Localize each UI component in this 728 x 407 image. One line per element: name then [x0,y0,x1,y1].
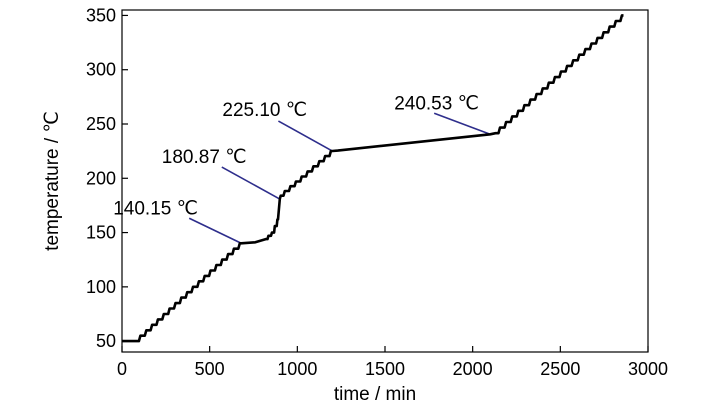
annotation-label: 225.10 ℃ [222,100,307,121]
axis-ticks [121,14,649,352]
annotation-label: 140.15 ℃ [113,198,198,219]
annotation-label: 240.53 ℃ [394,93,479,114]
x-tick-label: 1000 [277,359,317,379]
temperature-annotations: 140.15 ℃ 180.87 ℃ 225.10 ℃ 240.53 ℃ [113,93,491,244]
x-axis-title: time / min [334,384,416,405]
y-tick-label: 50 [96,331,116,351]
annotation-leader-line [278,120,333,152]
y-tick-label: 300 [86,60,116,80]
y-tick-label: 100 [86,277,116,297]
x-tick-label: 2000 [453,359,493,379]
plot-frame [121,9,649,353]
x-tick-label: 0 [117,359,127,379]
annotation-label: 180.87 ℃ [162,147,247,168]
annotation-leader-line [188,217,242,244]
x-tick-label: 500 [195,359,225,379]
annotation-leader-line [221,166,281,200]
y-tick-label: 200 [86,168,116,188]
axis-tick-labels: 0 500 1000 1500 2000 2500 3000 50 100 150 200 250 30… [86,5,668,379]
y-tick-label: 350 [86,5,116,25]
annotation-leader-line [433,112,491,136]
x-tick-label: 3000 [628,359,668,379]
y-tick-label: 250 [86,114,116,134]
x-tick-label: 2500 [540,359,580,379]
x-tick-label: 1500 [365,359,405,379]
y-axis-title: temperature / ℃ [42,111,63,251]
y-tick-label: 150 [86,223,116,243]
temperature-curve [122,14,624,343]
